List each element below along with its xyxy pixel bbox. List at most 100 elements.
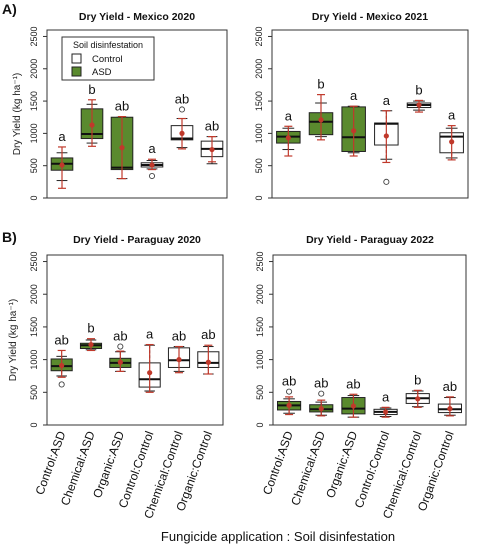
plot-frame	[272, 254, 467, 426]
significance-letter: ab	[172, 329, 186, 344]
panels-group: Dry Yield - Mexico 2020 0 500 1000 1500 2000 2…	[8, 11, 469, 521]
significance-letter: a	[58, 129, 66, 144]
legend: Soil disinfestation Control ASD	[61, 36, 155, 81]
category-label: Organic:ASD	[323, 429, 360, 500]
mean-point	[285, 135, 291, 141]
y-axis-label: Dry Yield (kg ha⁻¹)	[8, 299, 19, 382]
significance-letter: b	[414, 372, 421, 387]
mean-point	[149, 162, 155, 168]
y-tick-label: 0	[255, 422, 265, 427]
x-axis-label: Fungicide application : Soil disinfestat…	[161, 529, 395, 544]
legend-entry: ASD	[92, 67, 112, 78]
section-b-label: B)	[2, 229, 17, 245]
mean-point	[416, 102, 422, 108]
chart-title: Dry Yield - Paraguay 2022	[306, 234, 434, 246]
outlier-point	[286, 388, 293, 395]
box-group: ab	[309, 376, 334, 417]
chart-panel: Dry Yield - Paraguay 2020 0 500 1000 1500 200…	[8, 234, 224, 521]
y-tick-label: 2500	[29, 252, 39, 272]
significance-letter: a	[383, 93, 391, 108]
box-group: a	[138, 327, 161, 393]
box-group: a	[374, 93, 399, 185]
mean-point	[318, 117, 324, 123]
section-a-label: A)	[2, 1, 17, 17]
y-tick-label: 500	[29, 385, 39, 400]
chart-title: Dry Yield - Paraguay 2020	[73, 234, 201, 246]
outlier-point	[383, 178, 390, 185]
box-group: b	[80, 82, 104, 147]
box-group: b	[308, 77, 334, 141]
y-tick-label: 1500	[255, 317, 265, 337]
chart-panel: Dry Yield - Mexico 2020 0 500 1000 1500 2000 2…	[12, 11, 228, 201]
box-group: b	[79, 321, 103, 352]
y-tick-label: 1000	[255, 350, 265, 370]
mean-point	[382, 409, 389, 415]
category-label: Control:ASD	[260, 429, 296, 497]
significance-letter: a	[350, 88, 358, 103]
y-axis-label: Dry Yield (kg ha⁻¹)	[12, 73, 23, 156]
outlier-point	[117, 343, 124, 350]
significance-letter: a	[146, 327, 154, 342]
significance-letter: ab	[175, 91, 189, 106]
box-group: a	[439, 108, 464, 161]
y-tick-label: 2000	[254, 59, 264, 79]
mean-point	[447, 406, 453, 412]
mean-point	[383, 133, 389, 139]
significance-letter: ab	[113, 329, 127, 344]
significance-letter: ab	[54, 332, 68, 347]
plot-frame	[271, 29, 469, 199]
box-group: ab	[200, 119, 224, 165]
chart-title: Dry Yield - Mexico 2021	[312, 11, 428, 23]
significance-letter: ab	[443, 379, 457, 394]
box-group: a	[276, 108, 301, 157]
y-tick-label: 1000	[254, 123, 264, 143]
significance-letter: b	[87, 321, 94, 336]
mean-point	[176, 357, 182, 363]
box-group: ab	[277, 374, 302, 416]
y-tick-label: 1500	[254, 91, 264, 111]
mean-point	[350, 403, 357, 409]
mean-point	[179, 130, 185, 136]
box-group: ab	[197, 327, 220, 375]
y-tick-label: 2000	[29, 59, 39, 79]
outlier-point	[318, 390, 325, 397]
mean-point	[318, 406, 324, 412]
plot-frame	[46, 29, 228, 199]
y-tick-label: 0	[29, 195, 39, 200]
y-tick-label: 2000	[29, 284, 39, 304]
mean-point	[59, 162, 65, 168]
significance-letter: a	[448, 108, 456, 123]
y-tick-label: 1500	[29, 91, 39, 111]
mean-point	[351, 128, 357, 134]
y-tick-label: 1500	[29, 317, 39, 337]
chart-title: Dry Yield - Mexico 2020	[79, 11, 195, 23]
box-group: b	[406, 82, 432, 113]
y-tick-label: 500	[29, 158, 39, 173]
box-group: a	[140, 141, 164, 180]
box-group: ab	[437, 379, 462, 417]
chart-panel: Dry Yield - Mexico 2021 0 500 1000 1500 2000 2…	[254, 11, 469, 201]
y-tick-label: 500	[254, 158, 264, 173]
outlier-point	[178, 106, 186, 113]
significance-letter: ab	[314, 376, 328, 391]
significance-letter: a	[382, 389, 390, 404]
box-group: a	[373, 389, 398, 418]
mean-point	[117, 359, 123, 365]
y-tick-label: 2500	[254, 26, 264, 46]
box-group: ab	[170, 91, 194, 150]
box-group: a	[341, 88, 366, 157]
mean-point	[205, 359, 211, 365]
box-group: ab	[110, 99, 134, 180]
significance-letter: b	[88, 82, 95, 97]
mean-point	[59, 362, 65, 369]
significance-letter: b	[317, 77, 324, 92]
chart-panel: Dry Yield - Paraguay 2022 0 500 1000 1500 200…	[255, 234, 467, 521]
y-tick-label: 1000	[29, 350, 39, 370]
y-tick-label: 2500	[255, 252, 265, 272]
y-tick-label: 2000	[255, 284, 265, 304]
mean-point	[119, 145, 125, 151]
mean-point	[88, 341, 94, 348]
mean-point	[147, 370, 153, 376]
significance-letter: a	[285, 108, 293, 123]
